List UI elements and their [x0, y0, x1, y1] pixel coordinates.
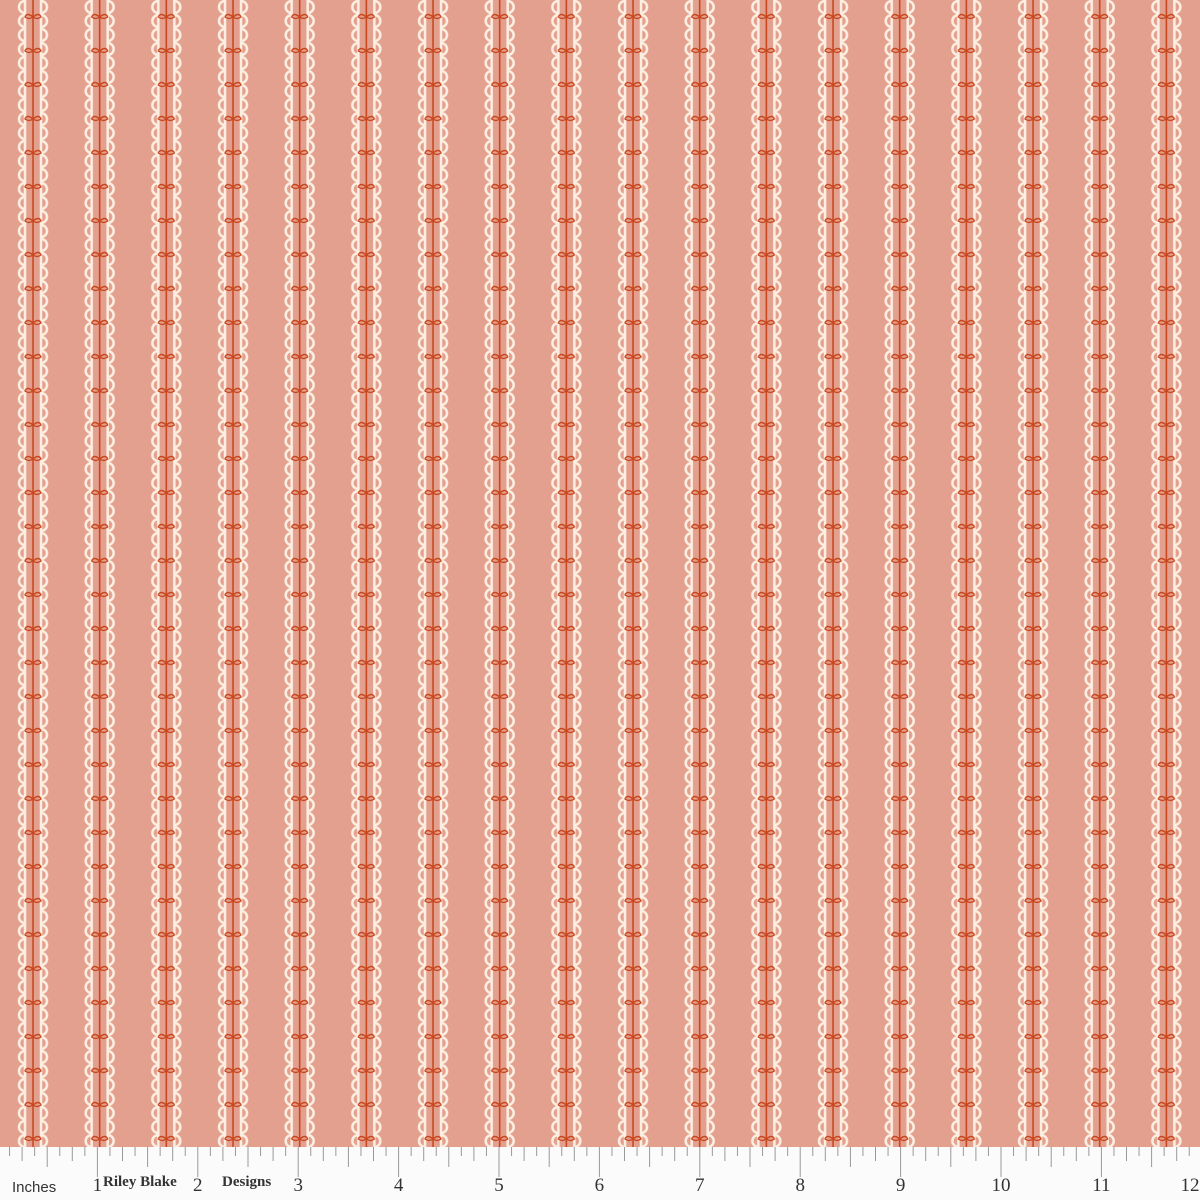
ruler-number: 6	[594, 1175, 605, 1196]
ruler-number: 4	[393, 1175, 404, 1196]
ruler-brand-name: Riley Blake	[103, 1174, 177, 1190]
ruler-number: 7	[695, 1175, 705, 1196]
ruler-number: 3	[293, 1175, 303, 1196]
ruler-number: 9	[895, 1175, 906, 1196]
ruler-number: 10	[991, 1175, 1011, 1196]
ruler-number: 2	[193, 1175, 203, 1196]
inch-ruler: Inches Riley Blake Designs 1 2 3 4 5 6 7 8 9 10 11…	[0, 1147, 1200, 1200]
ruler-number: 12	[1180, 1175, 1200, 1196]
ruler-brand-designs: Designs	[222, 1174, 272, 1190]
ruler-number: 8	[795, 1175, 805, 1196]
vine-leaf-pattern	[0, 0, 1200, 1147]
ruler-number: 11	[1092, 1175, 1111, 1196]
ruler-number: 1	[92, 1175, 103, 1196]
ruler-unit-label: Inches	[12, 1179, 57, 1196]
ruler-number: 5	[494, 1175, 504, 1196]
ruler-ticks	[9, 1147, 1190, 1177]
fabric-swatch	[0, 0, 1200, 1147]
